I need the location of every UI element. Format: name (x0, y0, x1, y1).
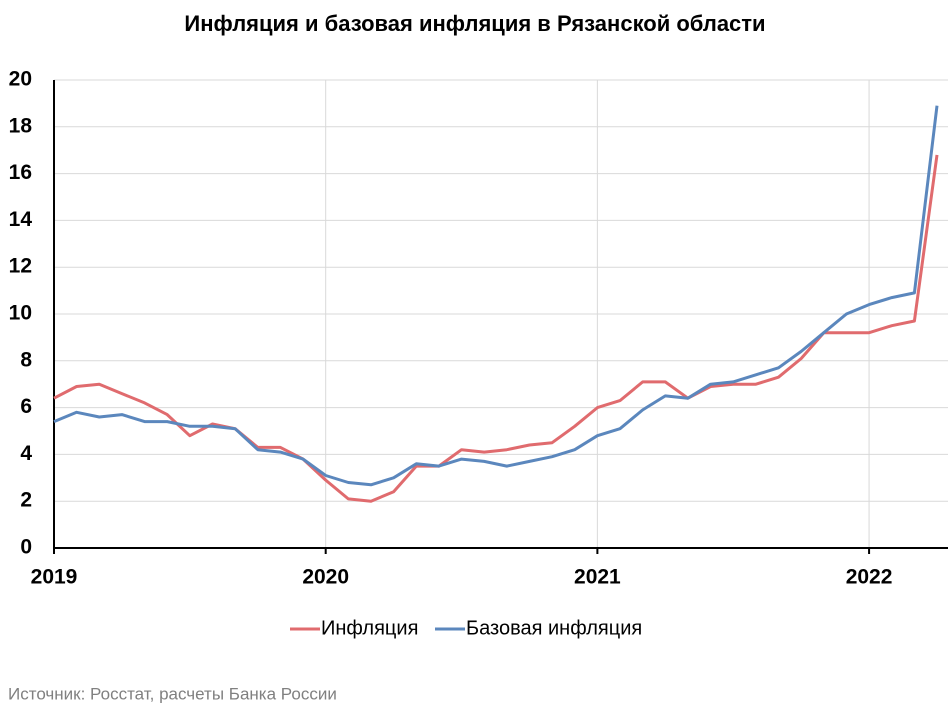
y-tick-label: 10 (9, 302, 32, 325)
y-tick-label: 8 (20, 348, 32, 371)
y-tick-label: 2 (20, 489, 32, 512)
y-tick-label: 6 (20, 395, 32, 418)
chart-title: Инфляция и базовая инфляция в Рязанской … (184, 11, 765, 36)
series-line (53, 154, 939, 503)
y-tick-label: 12 (9, 255, 32, 278)
series-line (53, 105, 939, 487)
x-tick-label: 2021 (574, 566, 621, 589)
x-tick-label: 2020 (302, 566, 349, 589)
legend-label: Базовая инфляция (466, 617, 642, 639)
y-tick-label: 0 (20, 536, 32, 559)
x-tick-label: 2019 (31, 566, 78, 589)
source-note: Источник: Росстат, расчеты Банка России (8, 684, 337, 703)
y-tick-label: 20 (9, 68, 32, 91)
y-tick-label: 18 (9, 114, 33, 137)
y-tick-label: 14 (9, 208, 33, 231)
legend-label: Инфляция (321, 617, 418, 639)
y-tick-label: 4 (20, 442, 32, 465)
x-tick-label: 2022 (846, 566, 893, 589)
y-tick-label: 16 (9, 161, 32, 184)
